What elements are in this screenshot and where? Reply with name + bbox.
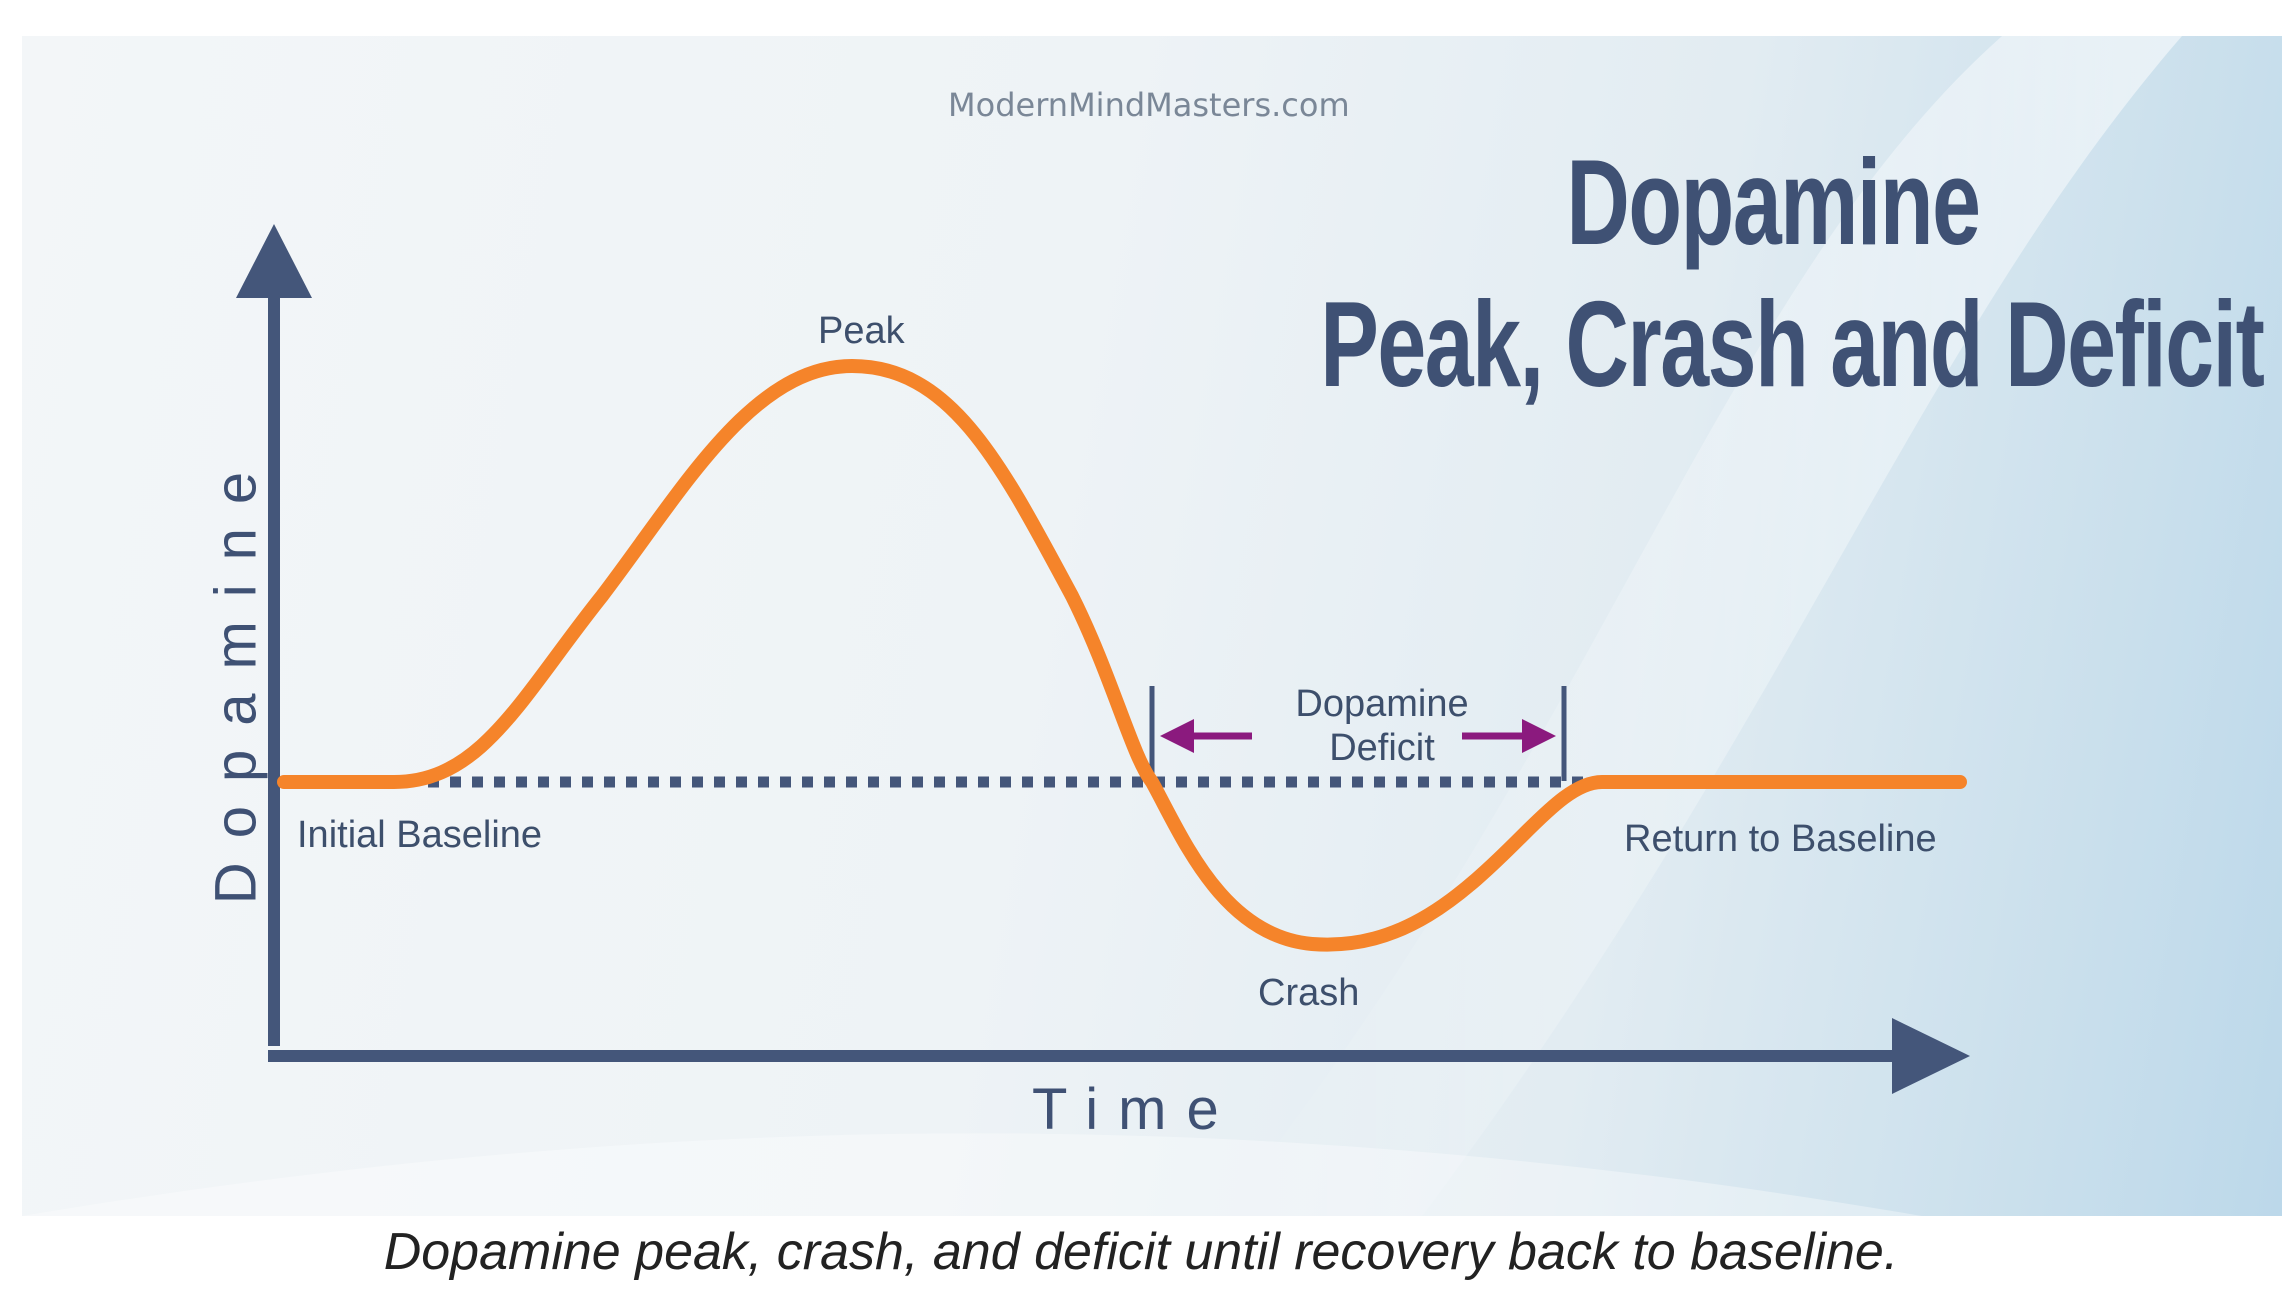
deficit-label-line2: Deficit xyxy=(1329,727,1435,769)
deficit-label-line1: Dopamine xyxy=(1295,683,1469,725)
deficit-right-arrowhead xyxy=(1522,719,1556,753)
figure-caption: Dopamine peak, crash, and deficit until … xyxy=(383,1223,1899,1281)
background-swoosh xyxy=(1222,36,2182,1216)
diagram-title-line2: Peak, Crash and Deficit xyxy=(1320,276,2265,412)
dopamine-diagram: ModernMindMasters.com Dopamine Peak, Cra… xyxy=(22,36,2282,1216)
return-to-baseline-label: Return to Baseline xyxy=(1624,818,1937,860)
initial-baseline-label: Initial Baseline xyxy=(297,814,543,856)
x-axis-label: Time xyxy=(1032,1077,1239,1142)
dopamine-deficit-label: Dopamine Deficit xyxy=(1252,682,1512,770)
peak-label: Peak xyxy=(818,310,905,352)
watermark-text: ModernMindMasters.com xyxy=(948,86,1350,124)
dopamine-curve xyxy=(277,359,1967,952)
deficit-left-arrowhead xyxy=(1160,719,1194,753)
x-axis-arrowhead xyxy=(1892,1018,1970,1094)
y-axis-arrowhead xyxy=(236,224,312,298)
background-swoosh-bottom xyxy=(22,1133,1922,1216)
y-axis-label: Dopamine xyxy=(203,447,269,905)
diagram-graphics xyxy=(22,36,2182,1216)
diagram-title-line1: Dopamine xyxy=(1566,134,1981,270)
crash-label: Crash xyxy=(1258,972,1360,1014)
